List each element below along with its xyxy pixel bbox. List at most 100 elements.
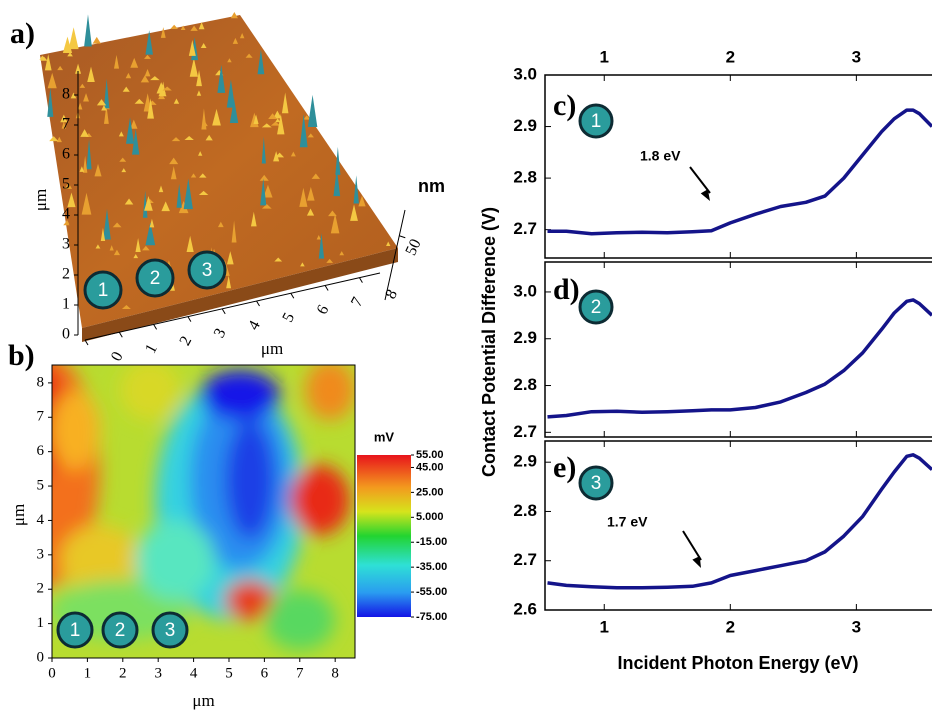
y-tick-label: 3.0	[513, 281, 537, 300]
x-tick	[221, 308, 226, 315]
heatmap-blob	[135, 520, 215, 600]
surface-spike	[109, 245, 114, 251]
y-tick-label: 2.7	[513, 219, 537, 238]
surface-spike	[186, 235, 194, 253]
surface-spike	[189, 57, 199, 77]
surface-spike	[190, 173, 197, 178]
colorbar-title: mV	[374, 429, 395, 444]
marker-number: 3	[591, 473, 602, 494]
x-tick	[324, 285, 329, 291]
surface-spike	[170, 166, 177, 180]
surface-spike	[70, 92, 77, 99]
surface-spike	[184, 136, 194, 141]
surface-spike	[274, 257, 283, 262]
y-axis-title: μm	[31, 189, 50, 211]
marker-badge	[151, 611, 189, 649]
heatmap-blob	[60, 525, 140, 595]
surface-spike	[57, 65, 64, 71]
marker-number: 3	[202, 260, 213, 281]
surface-spike	[140, 75, 150, 83]
surface-spike	[67, 192, 76, 208]
y-tick-label: 2.7	[513, 550, 537, 569]
y-tick-label: 8	[62, 86, 70, 103]
surface-spike	[307, 94, 318, 128]
surface-spike	[268, 113, 277, 119]
marker-number: 2	[150, 268, 161, 289]
y-tick-label: 2	[37, 581, 45, 597]
surface-spike	[339, 251, 345, 256]
annotation: 1.8 eV	[640, 148, 681, 164]
surface-spike	[261, 204, 272, 209]
heatmap-blob	[290, 465, 350, 535]
heatmap	[52, 365, 355, 658]
surface-spike	[333, 168, 341, 197]
panel-label: e)	[553, 451, 576, 484]
surface-spike	[198, 22, 205, 30]
surface-spike	[145, 30, 153, 55]
surface-spike	[79, 166, 85, 172]
surface-spike	[196, 69, 202, 87]
surface-spike	[231, 220, 237, 243]
x-tick	[358, 277, 363, 283]
surface-spike	[205, 134, 213, 141]
surface-spike	[330, 213, 340, 234]
surface-spike	[326, 258, 334, 263]
surface-spike	[170, 24, 179, 29]
surface-spike	[307, 133, 314, 138]
marker-badge	[135, 258, 175, 298]
data-line	[547, 453, 932, 590]
annotation-arrow	[682, 530, 702, 561]
surface-spike	[230, 12, 238, 19]
x-tick-label: 4	[245, 318, 264, 333]
plot-frame	[544, 261, 932, 438]
x-tick-label: 1	[600, 47, 609, 66]
surface-spike	[188, 39, 196, 56]
surface-spike	[96, 99, 107, 106]
surface-spike	[112, 222, 122, 228]
heatmap-blob	[225, 580, 275, 620]
surface-spike	[353, 175, 359, 204]
x-tick-label: 3	[852, 617, 861, 636]
surface-spike	[145, 222, 156, 246]
surface-spike	[60, 114, 68, 123]
y-tick-label: 2.9	[513, 116, 537, 135]
surface-spike	[350, 204, 358, 221]
surface-spike	[142, 190, 148, 218]
x-tick	[290, 292, 295, 299]
surface-spike	[149, 76, 160, 81]
y-tick-label: 3	[62, 236, 70, 253]
surface-spike	[245, 53, 253, 58]
surface-spike	[202, 122, 208, 127]
y-tick-label: 1	[37, 615, 45, 631]
surface-spike	[171, 137, 181, 142]
surface-spike	[100, 227, 106, 241]
surface-spike	[281, 92, 289, 114]
surface-spike	[118, 131, 124, 137]
surface-spike	[103, 208, 111, 240]
surface-spike	[198, 151, 203, 156]
surface-spike	[79, 83, 86, 88]
surface-spike	[124, 198, 134, 205]
surface-spike	[47, 87, 54, 117]
surface-spike	[200, 43, 207, 49]
surface-spike	[119, 157, 127, 162]
surface-spike	[299, 187, 308, 207]
surface-spike	[212, 108, 221, 126]
surface-spike	[68, 27, 79, 50]
x-tick-label: 2	[176, 334, 195, 349]
colorbar	[357, 455, 411, 617]
x-tick	[256, 300, 260, 307]
surface-spike	[83, 93, 89, 102]
x-tick-label: 2	[726, 617, 735, 636]
plot-frame	[544, 440, 932, 611]
x-tick-label: 2	[726, 47, 735, 66]
surface-spike	[113, 54, 120, 69]
y-tick-label: 3.0	[513, 64, 537, 83]
marker-badge	[578, 465, 614, 501]
surface-spike	[77, 102, 83, 110]
marker-badge	[56, 611, 94, 649]
x-tick	[118, 331, 123, 338]
x-tick-label: 0	[48, 665, 56, 681]
surface-spike	[232, 37, 239, 44]
surface-spike	[82, 155, 88, 173]
